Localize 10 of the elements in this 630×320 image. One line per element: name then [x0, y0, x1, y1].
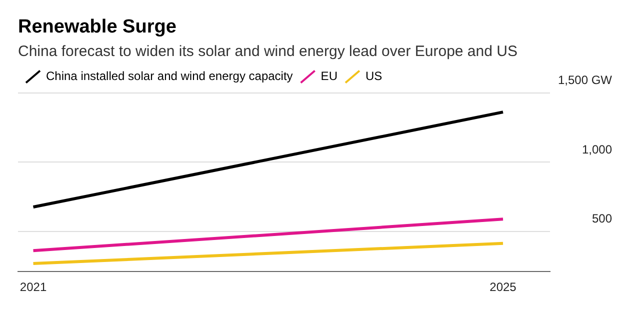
legend-label: US: [365, 69, 382, 84]
chart-title: Renewable Surge: [18, 16, 176, 38]
y-tick-label: 500: [592, 212, 612, 226]
chart-subtitle: China forecast to widen its solar and wind energy lead over Europe and US: [18, 42, 518, 60]
x-tick-label: 2025: [490, 280, 517, 294]
y-tick-label: 1,500 GW: [558, 73, 613, 88]
legend-label: China installed solar and wind energy capacity: [46, 69, 293, 84]
legend-label: EU: [320, 69, 338, 84]
x-tick-label: 2021: [20, 280, 47, 294]
y-tick-label: 1,000: [582, 142, 612, 156]
